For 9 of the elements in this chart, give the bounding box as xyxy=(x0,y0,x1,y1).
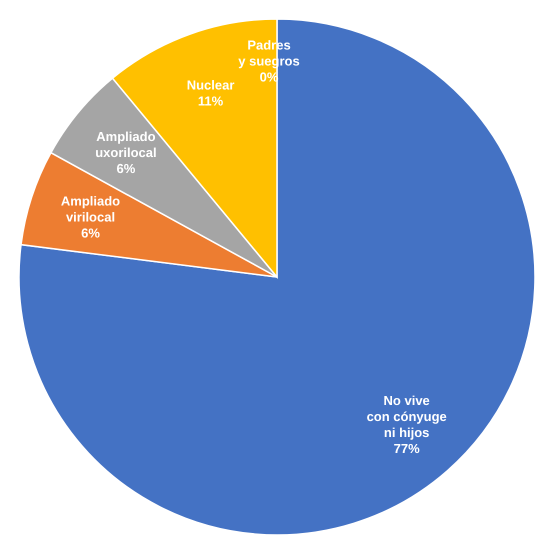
slice-label: Ampliado virilocal xyxy=(60,192,120,224)
slice-label: Nuclear xyxy=(186,77,234,92)
slice-label: No vive con cónyuge ni hijos xyxy=(366,392,447,440)
data-label: 6% xyxy=(116,160,136,176)
data-label: 77% xyxy=(394,440,420,456)
data-label: 11% xyxy=(198,93,224,108)
pie-slice xyxy=(18,18,536,536)
data-label: 6% xyxy=(81,224,100,240)
slice-label: Ampliado uxorilocal xyxy=(95,128,157,160)
